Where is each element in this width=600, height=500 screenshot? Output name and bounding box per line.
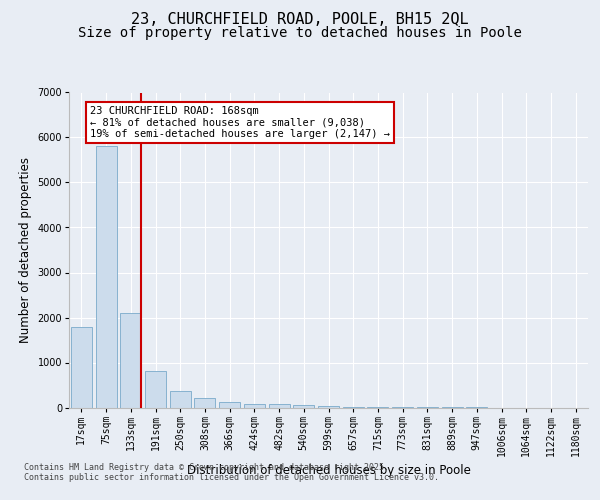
Bar (120, 313, 141, 408)
Text: 23, CHURCHFIELD ROAD, POOLE, BH15 2QL: 23, CHURCHFIELD ROAD, POOLE, BH15 2QL (131, 12, 469, 28)
Text: Contains HM Land Registry data © Crown copyright and database right 2025.
Contai: Contains HM Land Registry data © Crown c… (24, 462, 439, 482)
Bar (269, 404, 290, 407)
Bar (293, 405, 314, 407)
Text: 23 CHURCHFIELD ROAD: 168sqm
← 81% of detached houses are smaller (9,038)
19% of : 23 CHURCHFIELD ROAD: 168sqm ← 81% of det… (90, 106, 390, 139)
Text: Size of property relative to detached houses in Poole: Size of property relative to detached ho… (78, 26, 522, 40)
Bar (318, 406, 339, 407)
Bar (145, 370, 166, 408)
Bar (194, 398, 215, 407)
Bar (170, 392, 191, 407)
Bar (244, 404, 265, 407)
Bar (71, 328, 92, 407)
Bar (95, 146, 116, 408)
Y-axis label: Number of detached properties: Number of detached properties (19, 157, 32, 343)
X-axis label: Distribution of detached houses by size in Poole: Distribution of detached houses by size … (187, 464, 470, 477)
Bar (219, 402, 240, 407)
